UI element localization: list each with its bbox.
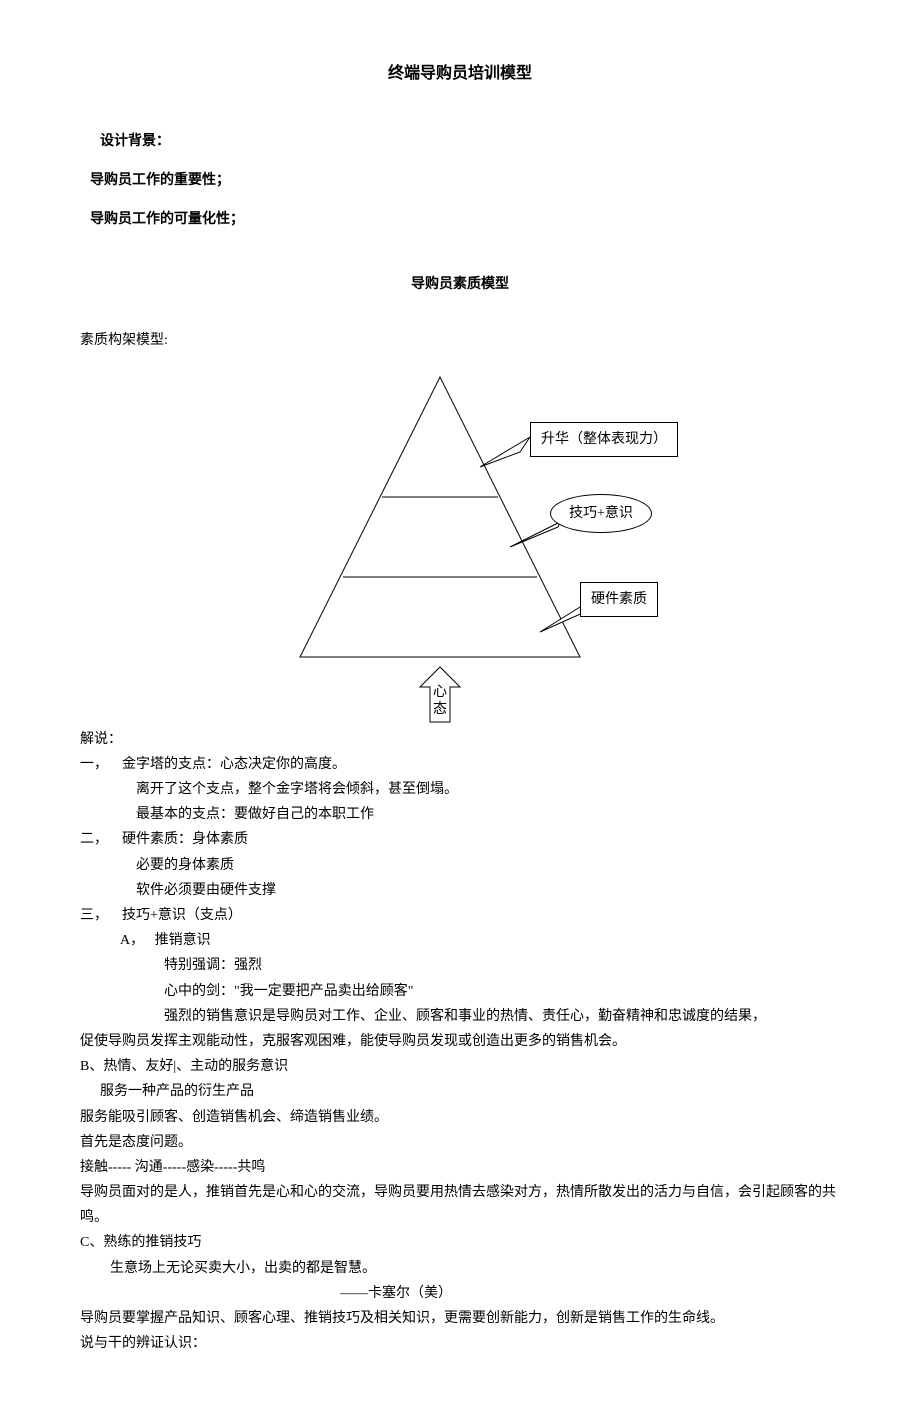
callout-bot: 硬件素质 <box>580 582 658 617</box>
explanation-body: 解说： 一， 金字塔的支点：心态决定你的高度。 离开了这个支点，整个金字塔将会倾… <box>80 727 840 1357</box>
framework-label: 素质构架模型: <box>80 328 840 353</box>
sub-c: C、熟练的推销技巧 <box>80 1230 840 1255</box>
item-one: 一， 金字塔的支点：心态决定你的高度。 <box>80 752 840 777</box>
num-label: 二， <box>80 832 108 847</box>
item-text: 必要的身体素质 <box>80 853 840 878</box>
callout-top: 升华（整体表现力） <box>530 422 678 457</box>
item-text: 最基本的支点：要做好自己的本职工作 <box>80 802 840 827</box>
intro-block: 设计背景： 导购员工作的重要性； 导购员工作的可量化性； <box>80 129 840 233</box>
subtitle: 导购员素质模型 <box>80 272 840 297</box>
item-text: 服务一种产品的衍生产品 <box>80 1079 840 1104</box>
item-text: 生意场上无论买卖大小，出卖的都是智慧。 <box>80 1256 840 1281</box>
pyramid-diagram: 升华（整体表现力） 技巧+意识 硬件素质 心态 <box>180 367 740 727</box>
item-text: 推销意识 <box>155 933 211 948</box>
item-text: 说与干的辨证认识： <box>80 1331 840 1356</box>
num-label: 一， <box>80 757 108 772</box>
item-text: 技巧+意识（支点） <box>122 908 242 923</box>
intro-heading: 设计背景： <box>100 129 840 154</box>
item-two: 二， 硬件素质：身体素质 <box>80 827 840 852</box>
intro-line: 导购员工作的可量化性； <box>90 207 840 232</box>
num-label: 三， <box>80 908 108 923</box>
item-text: 软件必须要由硬件支撑 <box>80 878 840 903</box>
intro-line: 导购员工作的重要性； <box>90 168 840 193</box>
callout-mid: 技巧+意识 <box>550 494 652 533</box>
item-text: 服务能吸引顾客、创造销售机会、缔造销售业绩。 <box>80 1105 840 1130</box>
item-text: 导购员面对的是人，推销首先是心和心的交流，导购员要用热情去感染对方，热情所散发出… <box>80 1180 840 1230</box>
item-text: 接触----- 沟通-----感染-----共鸣 <box>80 1155 840 1180</box>
item-text: 导购员要掌握产品知识、顾客心理、推销技巧及相关知识，更需要创新能力，创新是销售工… <box>80 1306 840 1331</box>
item-text: 金字塔的支点：心态决定你的高度。 <box>122 757 346 772</box>
item-text: 心中的剑："我一定要把产品卖出给顾客" <box>80 979 840 1004</box>
item-text: 硬件素质：身体素质 <box>122 832 248 847</box>
item-text: 促使导购员发挥主观能动性，克服客观困难，能使导购员发现或创造出更多的销售机会。 <box>80 1029 840 1054</box>
quote-attribution: ——卡塞尔（美） <box>80 1281 840 1306</box>
item-three: 三， 技巧+意识（支点） <box>80 903 840 928</box>
sub-label: A， <box>120 933 144 948</box>
explain-label: 解说： <box>80 727 840 752</box>
item-text: 特别强调：强烈 <box>80 953 840 978</box>
arrow-label: 心态 <box>430 685 450 719</box>
sub-b: B、热情、友好|、主动的服务意识 <box>80 1054 840 1079</box>
item-text: 强烈的销售意识是导购员对工作、企业、顾客和事业的热情、责任心，勤奋精神和忠诚度的… <box>80 1004 840 1029</box>
item-text: 离开了这个支点，整个金字塔将会倾斜，甚至倒塌。 <box>80 777 840 802</box>
pyramid-svg <box>180 367 740 727</box>
sub-a: A， 推销意识 <box>80 928 840 953</box>
item-text: 首先是态度问题。 <box>80 1130 840 1155</box>
page-title: 终端导购员培训模型 <box>80 60 840 89</box>
